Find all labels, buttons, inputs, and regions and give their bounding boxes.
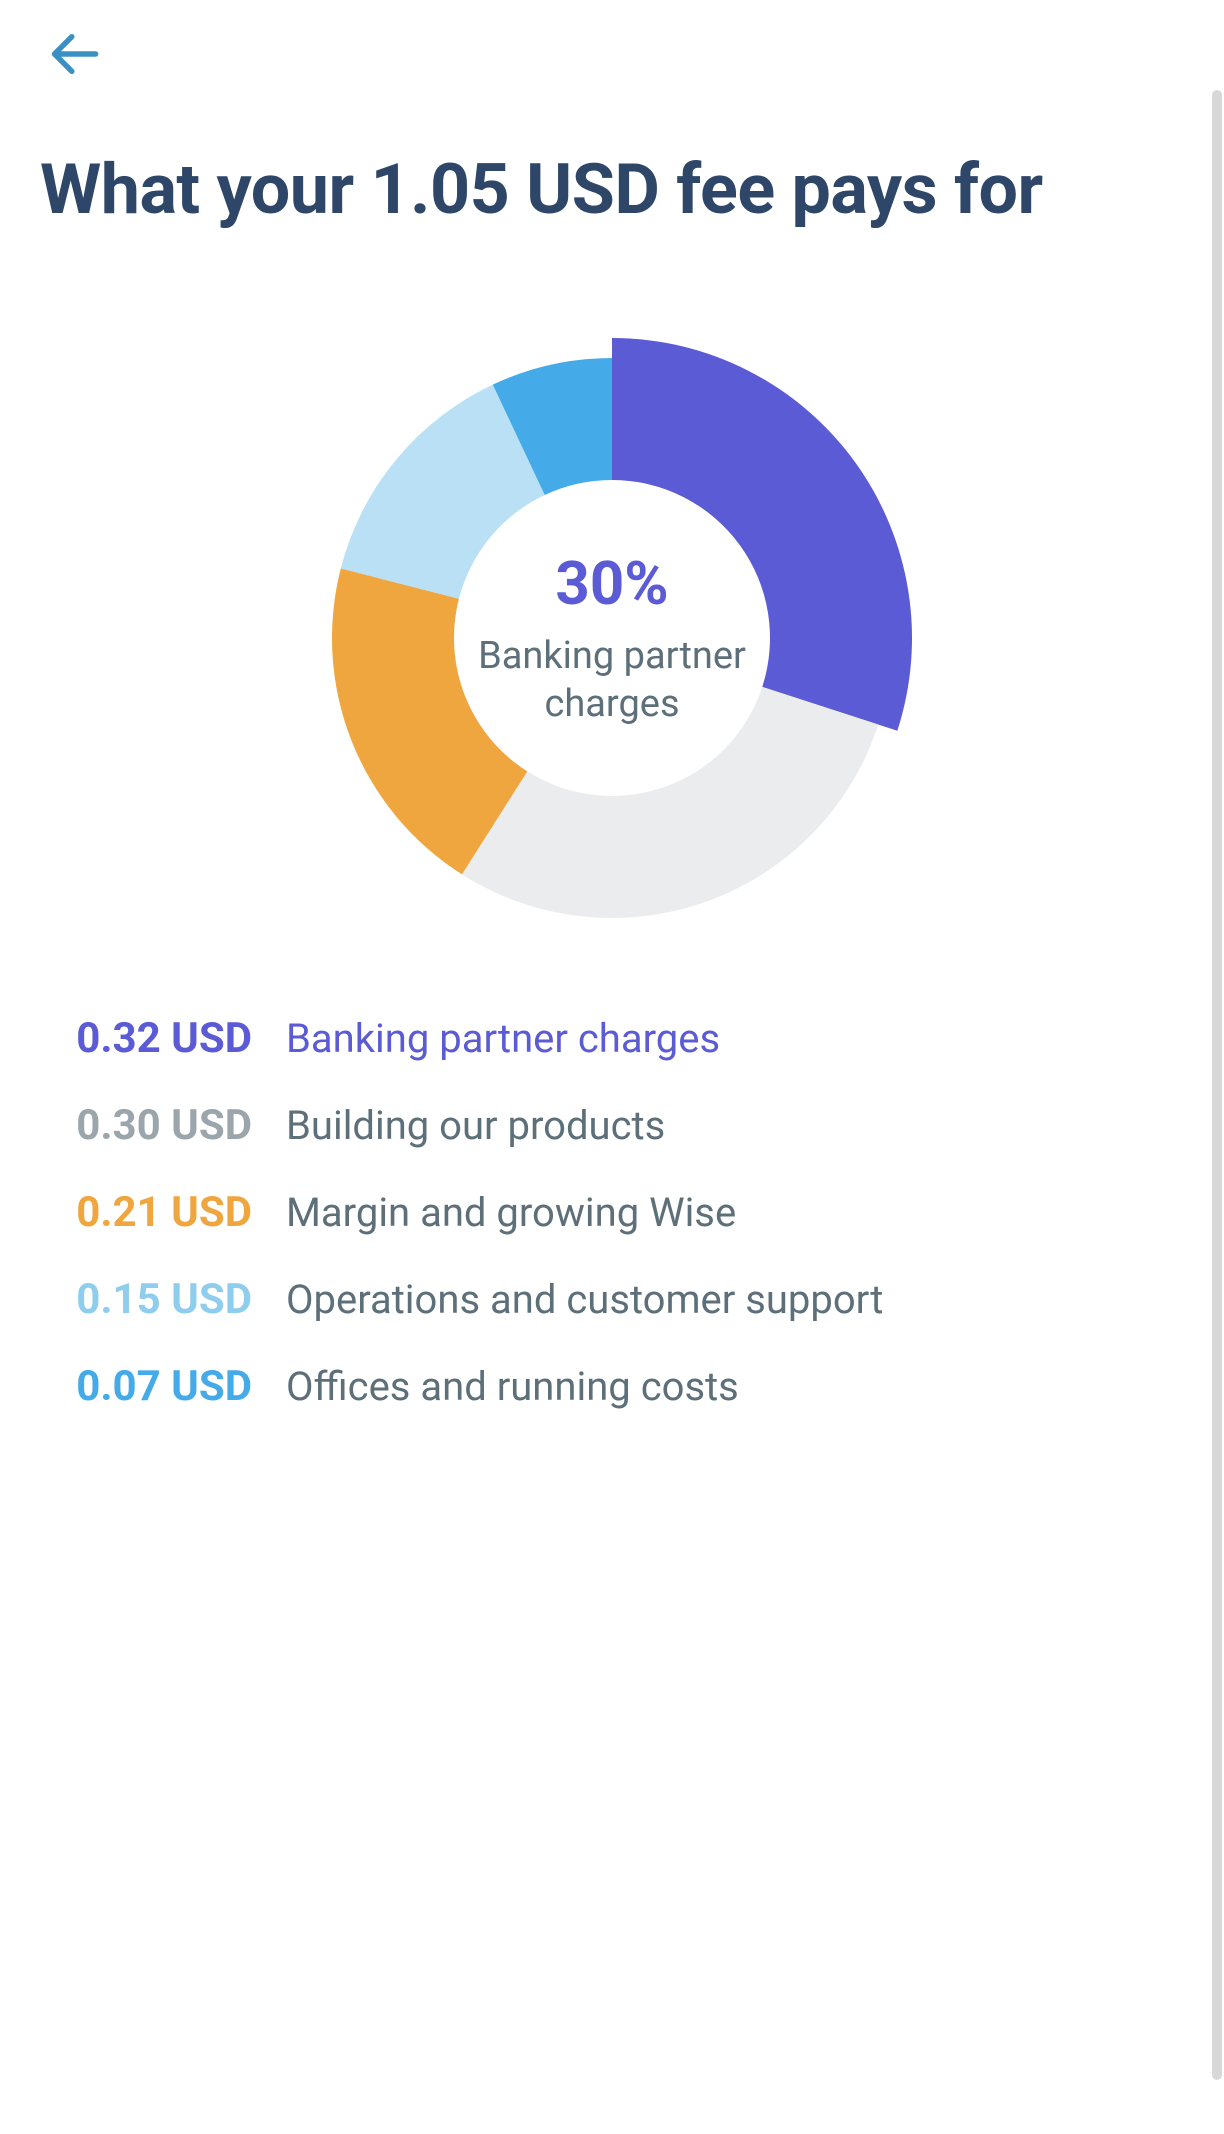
legend-amount: 0.21 USD <box>40 1188 286 1237</box>
legend-amount: 0.07 USD <box>40 1362 286 1411</box>
legend-label: Offices and running costs <box>286 1363 1164 1410</box>
legend-label: Building our products <box>286 1102 1164 1149</box>
legend-label: Banking partner charges <box>286 1015 1164 1062</box>
legend-amount: 0.32 USD <box>40 1014 286 1063</box>
legend-label: Operations and customer support <box>286 1276 1164 1323</box>
back-button[interactable] <box>44 24 104 84</box>
arrow-left-icon <box>48 28 100 80</box>
chart-center-text: 30% Banking partner charges <box>472 548 752 728</box>
chart-center-label: Banking partner charges <box>472 633 752 728</box>
chart-center-percent: 30% <box>472 548 752 619</box>
legend-label: Margin and growing Wise <box>286 1189 1164 1236</box>
legend-row[interactable]: 0.21 USDMargin and growing Wise <box>40 1188 1164 1237</box>
legend-row[interactable]: 0.30 USDBuilding our products <box>40 1101 1164 1150</box>
legend-amount: 0.15 USD <box>40 1275 286 1324</box>
fee-donut-chart: 30% Banking partner charges <box>312 338 912 938</box>
legend-row[interactable]: 0.32 USDBanking partner charges <box>40 1014 1164 1063</box>
fee-legend: 0.32 USDBanking partner charges0.30 USDB… <box>40 1014 1164 1449</box>
scrollbar[interactable] <box>1212 90 1222 2080</box>
legend-row[interactable]: 0.15 USDOperations and customer support <box>40 1275 1164 1324</box>
page-title: What your 1.05 USD fee pays for <box>40 150 1164 231</box>
legend-amount: 0.30 USD <box>40 1101 286 1150</box>
legend-row[interactable]: 0.07 USDOffices and running costs <box>40 1362 1164 1411</box>
